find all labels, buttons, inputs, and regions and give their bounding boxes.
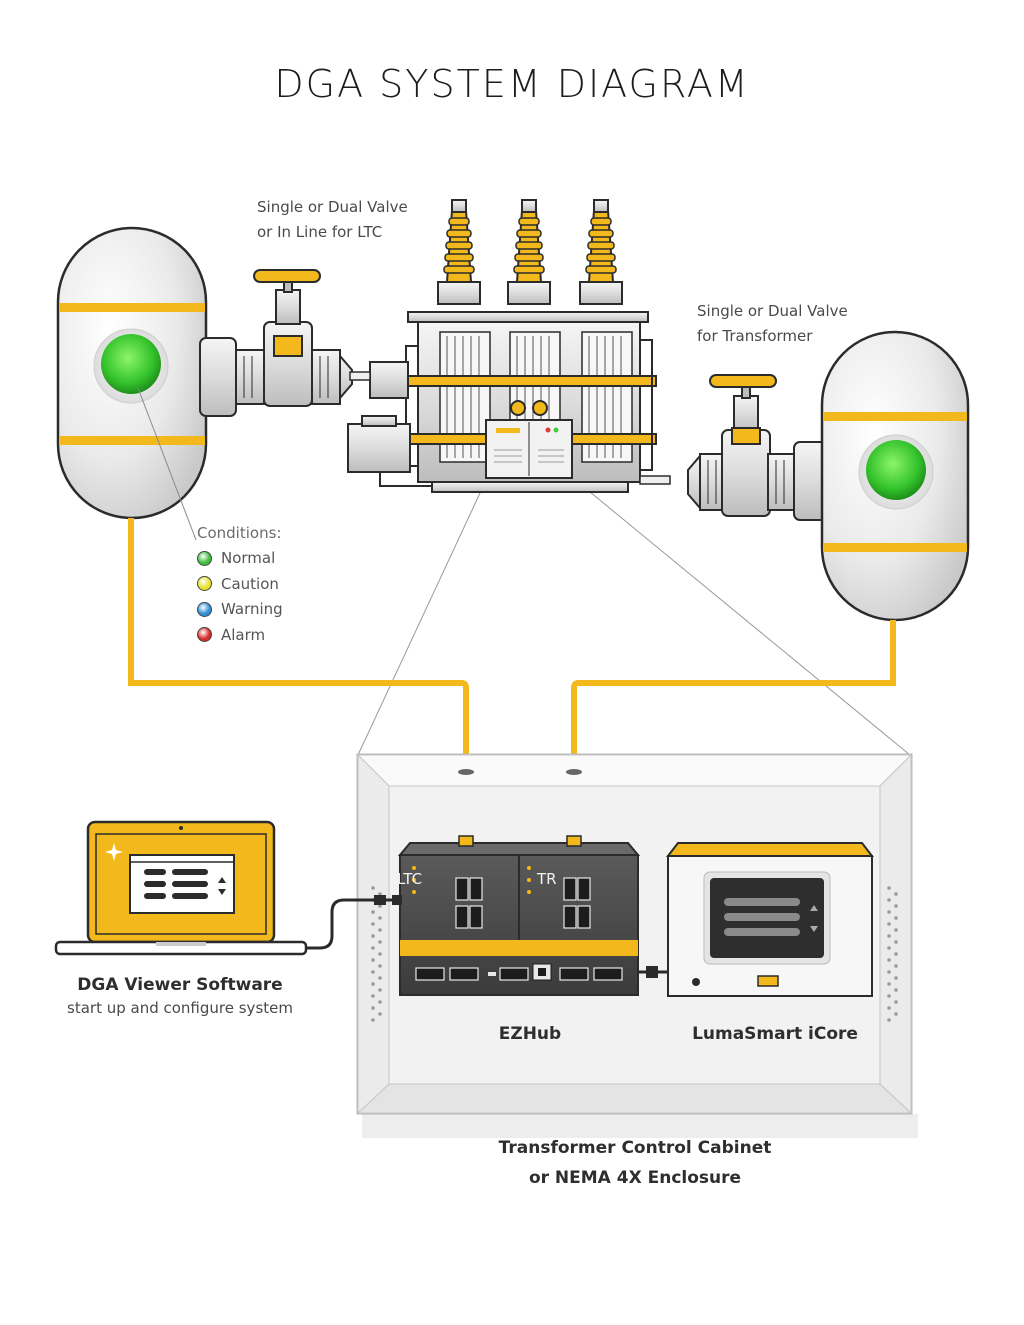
transformer-oil-tank	[820, 330, 970, 622]
condition-alarm: Alarm	[197, 624, 265, 646]
condition-dot-icon	[197, 550, 212, 566]
ezhub-label: EZHub	[498, 1024, 562, 1044]
bushing-1	[437, 199, 481, 305]
condition-normal: Normal	[197, 547, 275, 569]
laptop	[54, 820, 308, 956]
ltc-valve-note-line1: Single or Dual Valve	[257, 198, 408, 216]
transformer-valve-note: Single or Dual Valve for Transformer	[697, 299, 848, 349]
ltc-oil-tank	[56, 226, 208, 520]
condition-dot-icon	[197, 576, 212, 591]
bushing-2	[507, 199, 551, 305]
page-title: DGA SYSTEM DIAGRAM	[274, 62, 750, 106]
icore-device	[665, 842, 875, 997]
condition-dot-icon	[197, 627, 212, 642]
zoom-guide-right	[572, 477, 911, 756]
cabinet-label-line1: Transformer Control Cabinet	[498, 1138, 772, 1158]
conditions-leader	[137, 387, 197, 541]
condition-label: Alarm	[221, 625, 266, 644]
condition-warning: Warning	[197, 598, 283, 620]
conditions-title: Conditions:	[197, 524, 282, 542]
condition-label: Caution	[221, 574, 279, 593]
ltc-valve	[199, 269, 353, 417]
icore-label: LumaSmart iCore	[692, 1024, 858, 1044]
tr-valve-note-line2: for Transformer	[697, 327, 813, 345]
condition-label: Normal	[221, 549, 276, 567]
laptop-title: DGA Viewer Software	[77, 975, 283, 995]
transformer	[347, 199, 671, 493]
ezhub-device	[397, 835, 641, 996]
zoom-guide-left	[357, 477, 488, 756]
ezhub-tr-label: TR	[537, 870, 557, 888]
bushing-3	[579, 199, 623, 305]
tr-valve-note-line1: Single or Dual Valve	[697, 302, 848, 320]
ltc-valve-note-line2: or In Line for LTC	[257, 223, 383, 241]
condition-dot-icon	[197, 601, 212, 617]
cabinet-label-line2: or NEMA 4X Enclosure	[528, 1168, 742, 1188]
transformer-cable	[571, 620, 896, 840]
ltc-status-indicator	[101, 334, 161, 394]
ezhub-ltc-label: LTC	[397, 870, 423, 888]
laptop-subtitle: start up and configure system	[67, 999, 293, 1017]
ltc-valve-note: Single or Dual Valve or In Line for LTC	[257, 195, 408, 245]
condition-caution: Caution	[197, 573, 279, 595]
transformer-valve	[687, 374, 829, 521]
condition-label: Warning	[221, 600, 283, 618]
transformer-status-indicator	[866, 440, 926, 500]
ltc-cable	[128, 518, 469, 840]
laptop-cable	[306, 898, 402, 950]
